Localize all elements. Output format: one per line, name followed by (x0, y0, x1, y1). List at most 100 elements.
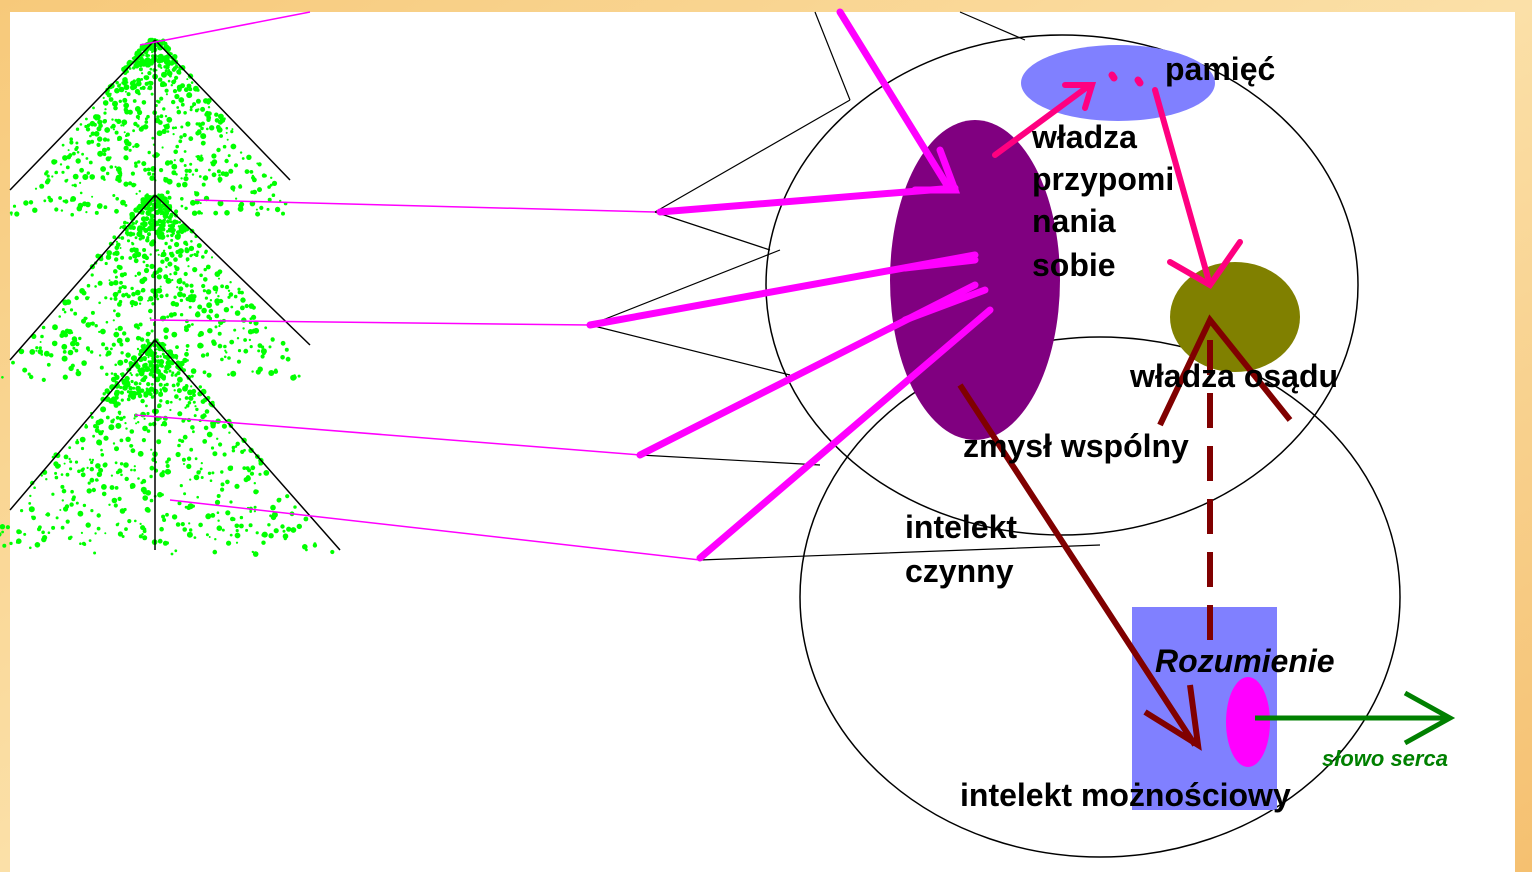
tree-dot (45, 478, 47, 480)
tree-dot (23, 200, 28, 205)
tree-dot (173, 133, 175, 135)
tree-dot (33, 486, 36, 489)
tree-dot (184, 327, 189, 332)
tree-dot (151, 137, 154, 140)
tree-dot (132, 232, 136, 236)
tree-dot (11, 361, 15, 365)
tree-dot (158, 78, 162, 82)
tree-dot (243, 338, 247, 342)
tree-dot (89, 539, 92, 542)
tree-dot (38, 349, 43, 354)
tree-dot (239, 205, 243, 209)
tree-dot (200, 468, 203, 471)
tree-dot (14, 211, 19, 216)
tree-dot (171, 100, 175, 104)
tree-dot (54, 171, 58, 175)
tree-dot (137, 477, 140, 480)
tree-dot (197, 305, 202, 310)
tree-dot (119, 417, 123, 421)
tree-dot (109, 279, 111, 281)
tree-dot (215, 271, 221, 277)
tree-dot (149, 176, 154, 181)
tree-dot (70, 213, 74, 217)
tree-dot (174, 549, 177, 552)
tree-dot (234, 163, 238, 167)
tree-dot (70, 199, 73, 202)
tree-dot (158, 539, 163, 544)
tree-dot (161, 493, 164, 496)
tree-dot (41, 531, 45, 535)
tree-dot (67, 155, 72, 160)
tree-dot (81, 472, 86, 477)
tree-dot (125, 293, 129, 297)
tree-dot (182, 527, 187, 532)
tree-dot (201, 255, 205, 259)
tree-dot (166, 315, 169, 318)
tree-dot (129, 149, 132, 152)
tree-dot (220, 488, 224, 492)
tree-dot (18, 530, 22, 534)
tree-dot (44, 172, 48, 176)
tree-dot (200, 133, 206, 139)
tree-dot (280, 524, 284, 528)
tree-dot (93, 552, 96, 555)
tree-dot (172, 127, 175, 130)
tree-dot (237, 288, 240, 291)
tree-dot (246, 475, 250, 479)
tree-dot (159, 359, 165, 365)
tree-dot (139, 190, 141, 192)
tree-dot (54, 472, 57, 475)
tree-dot (206, 353, 210, 357)
tree-dot (162, 107, 165, 110)
tree-dot (103, 97, 105, 99)
tree-dot (122, 535, 125, 538)
tree-dot (68, 366, 73, 371)
recall-label: nania (1032, 203, 1116, 239)
tree-dot (59, 509, 61, 511)
tree-dot (250, 170, 254, 174)
tree-dot (64, 455, 69, 460)
tree-dot (183, 463, 185, 465)
tree-dot (106, 172, 109, 175)
tree-dot (149, 241, 155, 247)
tree-dot (120, 124, 122, 126)
tree-dot (206, 315, 210, 319)
tree-dot (159, 383, 163, 387)
tree-dot (147, 172, 151, 176)
tree-dot (118, 326, 123, 331)
tree-dot (180, 177, 182, 179)
tree-dot (183, 492, 186, 495)
tree-dot (114, 209, 119, 214)
tree-dot (151, 330, 154, 333)
tree-dot (225, 510, 230, 515)
tree-dot (252, 190, 257, 195)
tree-dot (148, 222, 151, 225)
tree-dot (161, 515, 165, 519)
tree-dot (95, 324, 98, 327)
tree-dot (176, 70, 181, 75)
tree-dot (77, 151, 80, 154)
tree-dot (208, 472, 211, 475)
tree-dot (128, 386, 132, 390)
tree-dot (70, 308, 73, 311)
tree-dot (124, 156, 128, 160)
tree-dot (48, 531, 51, 534)
tree-dot (68, 350, 74, 356)
tree-dot (124, 422, 126, 424)
tree-dot (66, 473, 70, 477)
tree-dot (251, 370, 253, 372)
tree-dot (174, 265, 177, 268)
tree-dot (158, 120, 163, 125)
tree-dot (61, 344, 67, 350)
tree-dot (243, 349, 248, 354)
tree-dot (91, 273, 94, 276)
tree-dot (221, 482, 225, 486)
tree-dot (125, 337, 130, 342)
tree-dot (72, 347, 75, 350)
tree-dot (114, 446, 119, 451)
tree-dot (138, 296, 144, 302)
tree-dot (98, 281, 103, 286)
tree-dot (114, 257, 118, 261)
tree-dot (104, 108, 106, 110)
recall-label: władza (1031, 119, 1137, 155)
